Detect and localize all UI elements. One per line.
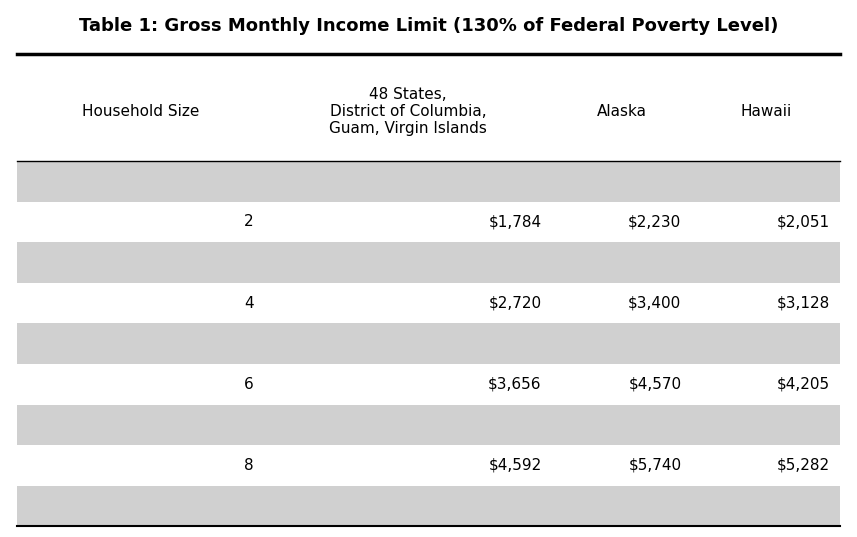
- Text: 3: 3: [244, 255, 254, 270]
- Text: 4: 4: [244, 295, 254, 310]
- Text: 8: 8: [244, 458, 254, 473]
- Text: 7: 7: [244, 417, 254, 432]
- Text: Alaska: Alaska: [596, 104, 647, 119]
- Text: 5: 5: [244, 336, 254, 351]
- Text: $3,656: $3,656: [488, 377, 542, 392]
- Text: $4,570: $4,570: [628, 377, 681, 392]
- Text: $3,666: $3,666: [776, 336, 830, 351]
- Text: $2,590: $2,590: [776, 255, 830, 270]
- Text: 1: 1: [244, 174, 254, 189]
- Text: $3,985: $3,985: [628, 336, 681, 351]
- Text: $1,784: $1,784: [488, 214, 542, 229]
- Text: $3,128: $3,128: [776, 295, 830, 310]
- Text: $2,720: $2,720: [488, 295, 542, 310]
- Text: $5,740: $5,740: [628, 458, 681, 473]
- Text: +$585: +$585: [630, 498, 681, 513]
- Text: $5,155: $5,155: [628, 417, 681, 432]
- Text: $4,205: $4,205: [776, 377, 830, 392]
- Text: $2,051: $2,051: [776, 214, 830, 229]
- Text: $1,645: $1,645: [628, 174, 681, 189]
- Text: $3,188: $3,188: [488, 336, 542, 351]
- Text: $2,815: $2,815: [628, 255, 681, 270]
- Text: $4,592: $4,592: [488, 458, 542, 473]
- Text: $1,316: $1,316: [488, 174, 542, 189]
- Text: 6: 6: [244, 377, 254, 392]
- Text: Household Size: Household Size: [82, 104, 199, 119]
- Text: $1,513: $1,513: [776, 174, 830, 189]
- Text: Each Additional Member: Each Additional Member: [27, 498, 214, 513]
- Text: +$468: +$468: [490, 498, 542, 513]
- Text: $2,230: $2,230: [628, 214, 681, 229]
- Text: $2,252: $2,252: [488, 255, 542, 270]
- Text: Table 1: Gross Monthly Income Limit (130% of Federal Poverty Level): Table 1: Gross Monthly Income Limit (130…: [79, 17, 778, 35]
- Text: +$539: +$539: [778, 498, 830, 513]
- Text: 48 States,
District of Columbia,
Guam, Virgin Islands: 48 States, District of Columbia, Guam, V…: [329, 86, 487, 136]
- Text: $4,124: $4,124: [488, 417, 542, 432]
- Text: Hawaii: Hawaii: [740, 104, 792, 119]
- Text: $4,743: $4,743: [776, 417, 830, 432]
- Text: 2: 2: [244, 214, 254, 229]
- Text: $5,282: $5,282: [776, 458, 830, 473]
- Text: $3,400: $3,400: [628, 295, 681, 310]
